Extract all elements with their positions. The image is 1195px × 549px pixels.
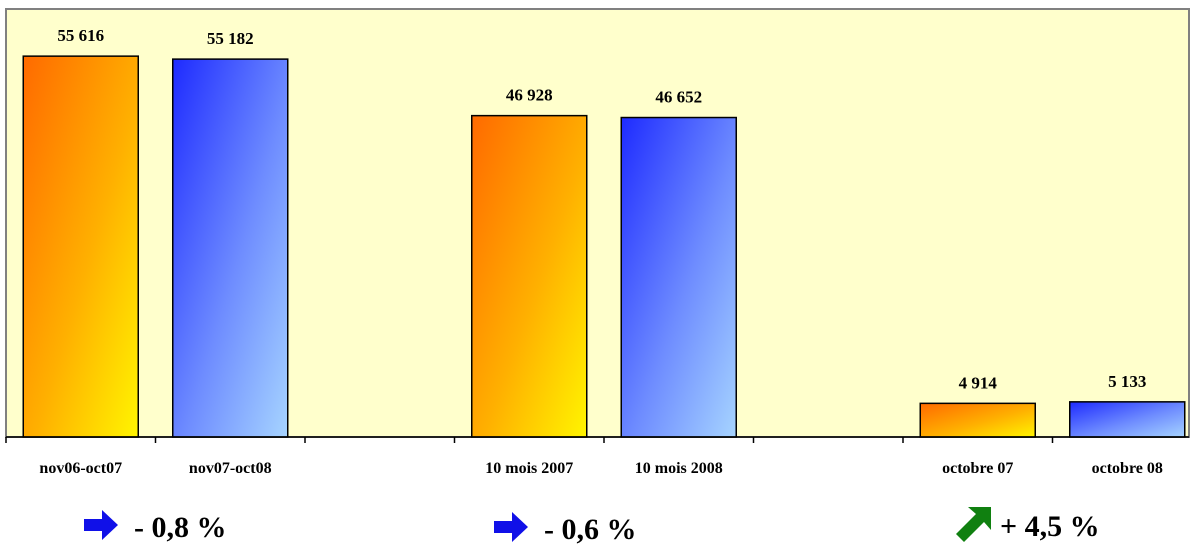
bar-7 xyxy=(919,402,1036,438)
data-label: 4 914 xyxy=(959,373,998,392)
category-label: octobre 07 xyxy=(942,460,1013,477)
data-label: 46 928 xyxy=(506,86,553,105)
category-label: 10 mois 2007 xyxy=(485,460,573,477)
arrow-up-right-icon xyxy=(954,504,994,549)
bar-5 xyxy=(620,116,737,438)
data-label: 55 182 xyxy=(207,29,254,48)
category-label: octobre 08 xyxy=(1092,460,1163,477)
change-text: + 4,5 % xyxy=(1000,509,1100,543)
data-label: 5 133 xyxy=(1108,372,1146,391)
category-label: nov07-oct08 xyxy=(189,460,272,477)
arrow-right-icon xyxy=(82,508,120,547)
change-text: - 0,6 % xyxy=(544,512,637,546)
data-label: 46 652 xyxy=(655,88,702,107)
bar-4 xyxy=(471,114,588,438)
bar-8 xyxy=(1069,401,1186,438)
arrow-right-icon xyxy=(492,510,530,549)
data-label: 55 616 xyxy=(57,26,104,45)
change-indicator-3: + 4,5 % xyxy=(954,504,1100,549)
bar-1 xyxy=(22,55,139,438)
change-text: - 0,8 % xyxy=(134,510,227,544)
category-label: nov06-oct07 xyxy=(39,460,122,477)
category-label: 10 mois 2008 xyxy=(635,460,723,477)
bar-2 xyxy=(172,58,289,438)
change-indicator-1: - 0,8 % xyxy=(82,508,227,547)
change-indicator-2: - 0,6 % xyxy=(492,510,637,549)
